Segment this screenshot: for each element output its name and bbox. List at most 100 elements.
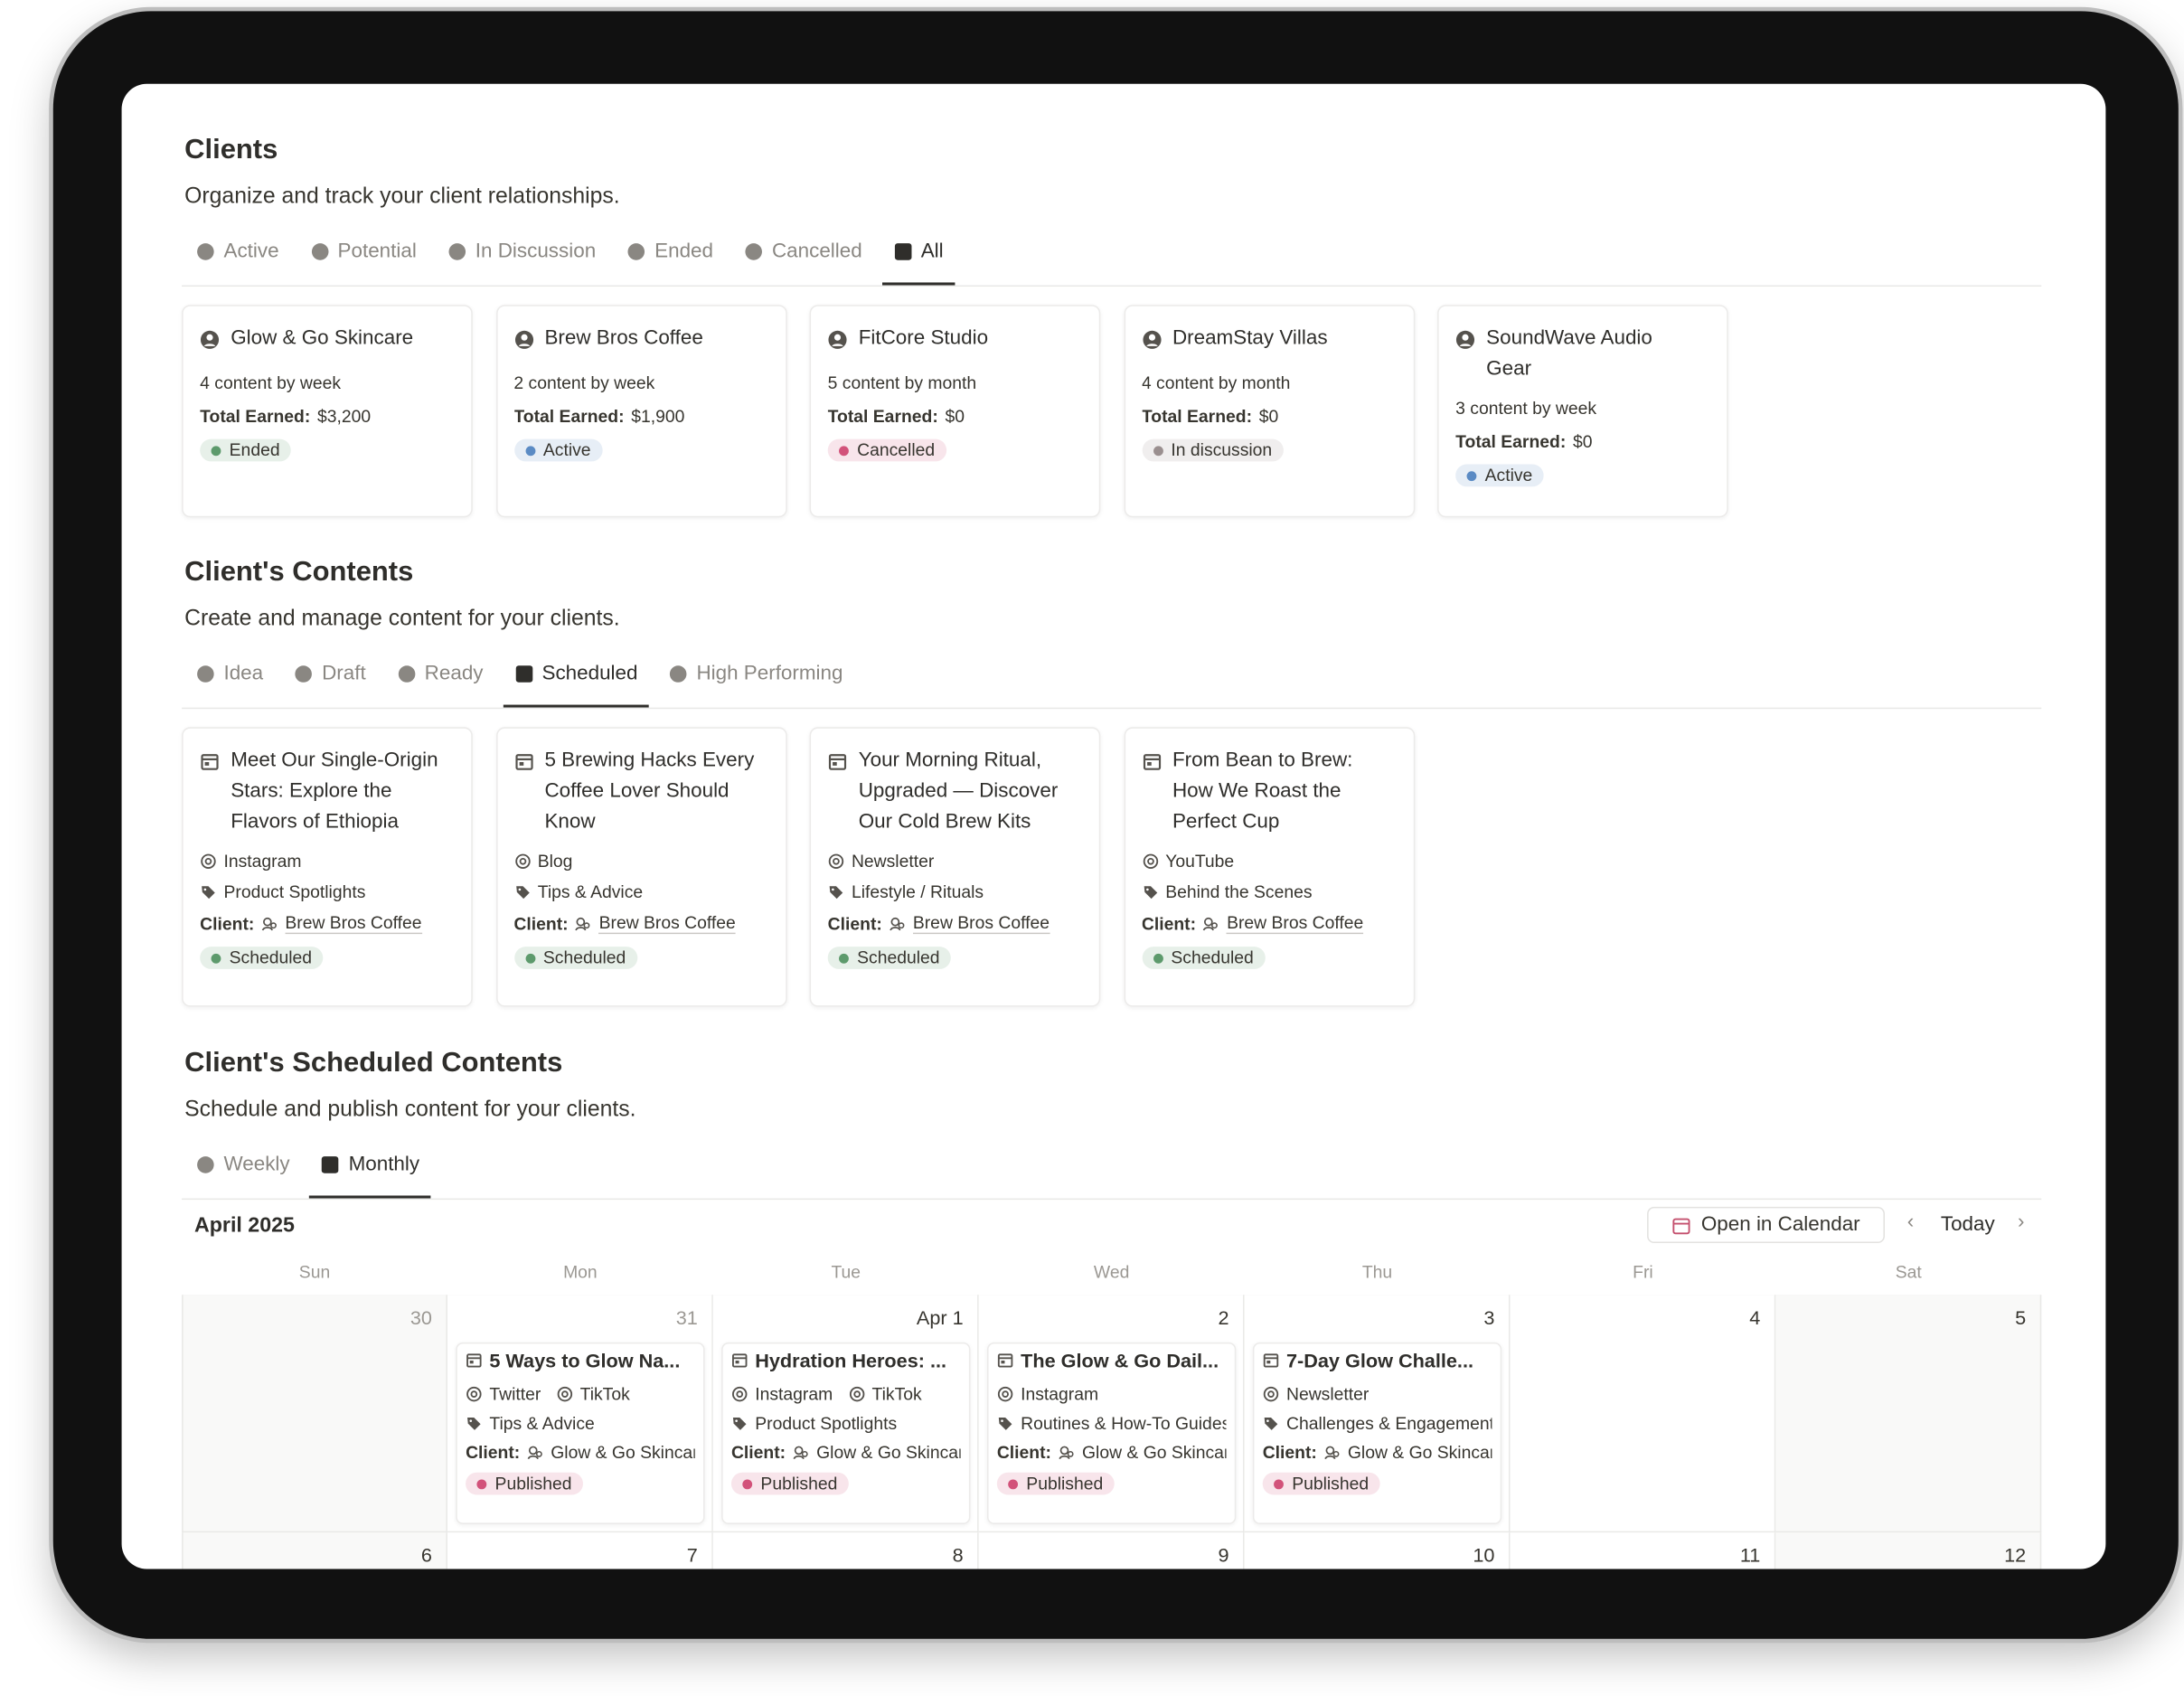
tab[interactable]: Weekly	[184, 1144, 301, 1185]
client-name-text: SoundWave Audio Gear	[1486, 326, 1652, 381]
tag-icon	[1264, 1417, 1278, 1430]
tab-icon	[627, 243, 645, 260]
divider	[182, 707, 2042, 710]
tab[interactable]: Cancelled	[733, 231, 873, 272]
calendar-day[interactable]: 8	[712, 1532, 979, 1569]
status-text: Scheduled	[229, 947, 313, 968]
tab-label: Weekly	[223, 1154, 290, 1176]
prev-arrow[interactable]: ‹	[1906, 1211, 1915, 1234]
category-text: Routines & How-To Guides	[1021, 1413, 1227, 1434]
calendar-day[interactable]: 3 7-Day Glow Challe... Newsletter Challenge…	[1244, 1295, 1511, 1533]
icon-wrap	[1142, 745, 1162, 837]
client-card[interactable]: FitCore Studio 5 content by month Total Ea…	[809, 305, 1101, 518]
client-name: Brew Bros Coffee	[513, 323, 768, 359]
calendar-day[interactable]: 4	[1510, 1295, 1776, 1533]
client-link: Brew Bros Coffee	[912, 913, 1050, 935]
status-text: Cancelled	[857, 440, 936, 460]
divider	[182, 285, 2042, 287]
status-dot	[524, 445, 535, 456]
client-card[interactable]: Glow & Go Skincare 4 content by week Total…	[182, 305, 473, 518]
client-card[interactable]: DreamStay Villas 4 content by month Total …	[1123, 305, 1415, 518]
next-arrow[interactable]: ›	[2017, 1211, 2025, 1234]
tab[interactable]: All	[881, 231, 956, 286]
calendar-day[interactable]: 12	[1775, 1532, 2042, 1569]
calendar-event[interactable]: 7-Day Glow Challe... Newsletter Challenges…	[1252, 1342, 1502, 1524]
status-dot	[839, 445, 849, 456]
section-title: Clients	[184, 134, 278, 165]
status-dot	[211, 953, 221, 963]
calendar-day[interactable]: 7	[447, 1532, 713, 1569]
status-dot	[476, 1478, 487, 1489]
client-name: Glow & Go Skincare	[200, 323, 455, 359]
calendar-day[interactable]: 2 The Glow & Go Dail... Instagram Routines …	[978, 1295, 1245, 1533]
content-card[interactable]: From Bean to Brew: How We Roast the Perf…	[1123, 727, 1415, 1007]
section-subtitle: Create and manage content for your clien…	[184, 607, 620, 631]
client-earned: Total Earned: $0	[1455, 432, 1710, 452]
tab[interactable]: Ended	[616, 231, 725, 272]
calendar-day[interactable]: 10	[1244, 1532, 1511, 1569]
content-card[interactable]: 5 Brewing Hacks Every Coffee Lover Shoul…	[495, 727, 787, 1007]
client-name-text: Glow & Go Skincare	[231, 326, 414, 350]
calendar-day[interactable]: 31 5 Ways to Glow Na... Twitter TikTok Tips …	[447, 1295, 713, 1533]
client-label: Client:	[466, 1443, 521, 1463]
client-text: Glow & Go Skincare	[551, 1443, 695, 1463]
calendar-event[interactable]: 5 Ways to Glow Na... Twitter TikTok Tips & …	[456, 1342, 705, 1524]
status-dot	[1274, 1478, 1284, 1489]
status-text: Scheduled	[857, 947, 940, 968]
client-icon	[1324, 1446, 1340, 1460]
content-category: Product Spotlights	[200, 882, 455, 902]
status-text: Scheduled	[1171, 947, 1254, 968]
tab-label: Potential	[337, 240, 417, 263]
badge-wrap: Published	[730, 1460, 961, 1495]
tab[interactable]: Idea	[184, 653, 274, 694]
tab[interactable]: Draft	[283, 653, 377, 694]
calendar-event[interactable]: The Glow & Go Dail... Instagram Routines &…	[986, 1342, 1237, 1524]
icon-wrap	[200, 323, 220, 359]
status-dot	[1153, 445, 1163, 456]
status-badge: Published	[730, 1472, 849, 1495]
status-badge: Active	[1455, 464, 1544, 487]
calendar-day[interactable]: 11	[1510, 1532, 1776, 1569]
tabon-icon	[322, 1156, 339, 1173]
event-category: Product Spotlights	[731, 1414, 961, 1433]
tab[interactable]: Ready	[385, 653, 494, 694]
tag-icon	[1143, 886, 1157, 900]
open-calendar-button[interactable]: Open in Calendar	[1647, 1206, 1886, 1244]
tab[interactable]: High Performing	[657, 653, 854, 694]
calendar-day[interactable]: 30	[182, 1295, 447, 1533]
client-card[interactable]: Brew Bros Coffee 2 content by week Total E…	[495, 305, 787, 518]
event-channels: Twitter TikTok	[466, 1384, 695, 1404]
content-card[interactable]: Your Morning Ritual, Upgraded — Discover…	[809, 727, 1101, 1007]
tab[interactable]: Monthly	[309, 1144, 431, 1199]
content-category: Tips & Advice	[513, 882, 768, 902]
icon-wrap	[513, 323, 533, 359]
status-badge: Scheduled	[1141, 947, 1266, 969]
calendar-day[interactable]: 6	[182, 1532, 447, 1569]
channel-text: Twitter	[489, 1384, 541, 1404]
month-label: April 2025	[193, 1213, 295, 1238]
status-dot	[1153, 953, 1163, 963]
calendar-event[interactable]: Hydration Heroes: ... Instagram TikTok Prod…	[721, 1342, 971, 1524]
content-client: Client: Brew Bros Coffee	[513, 913, 768, 935]
tab[interactable]: Potential	[298, 231, 428, 272]
client-link: Brew Bros Coffee	[598, 913, 736, 935]
category-text: Lifestyle / Rituals	[851, 881, 984, 902]
client-card[interactable]: SoundWave Audio Gear 3 content by week Tot…	[1437, 305, 1728, 518]
at-icon	[514, 853, 530, 870]
client-link: Brew Bros Coffee	[285, 913, 422, 935]
today-button[interactable]: Today	[1940, 1213, 1995, 1237]
doc-icon	[997, 1353, 1013, 1368]
day-number: 6	[420, 1543, 432, 1567]
tab[interactable]: Scheduled	[503, 653, 649, 708]
calendar-day[interactable]: 5	[1775, 1295, 2042, 1533]
earned-value: $0	[945, 407, 965, 427]
calendar-day[interactable]: Apr 1 Hydration Heroes: ... Instagram TikTo…	[712, 1295, 979, 1533]
client-icon	[261, 917, 277, 930]
channel-text: Newsletter	[851, 851, 935, 872]
tab[interactable]: In Discussion	[436, 231, 607, 272]
status-text: Active	[1484, 466, 1533, 485]
calendar-day[interactable]: 9	[978, 1532, 1245, 1569]
tab[interactable]: Active	[184, 231, 290, 272]
content-card[interactable]: Meet Our Single-Origin Stars: Explore th…	[182, 727, 473, 1007]
status-badge: Cancelled	[827, 438, 946, 462]
